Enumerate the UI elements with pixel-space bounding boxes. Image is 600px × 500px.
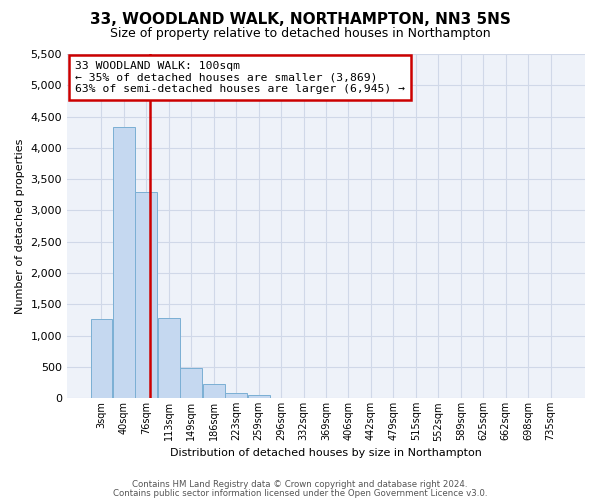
Bar [136,192,157,398]
Y-axis label: Number of detached properties: Number of detached properties [15,138,25,314]
Bar [181,368,202,398]
Text: Contains HM Land Registry data © Crown copyright and database right 2024.: Contains HM Land Registry data © Crown c… [132,480,468,489]
Text: Size of property relative to detached houses in Northampton: Size of property relative to detached ho… [110,28,490,40]
Bar [113,127,135,398]
Bar [226,394,247,398]
Text: 33, WOODLAND WALK, NORTHAMPTON, NN3 5NS: 33, WOODLAND WALK, NORTHAMPTON, NN3 5NS [89,12,511,28]
Bar [203,384,224,398]
Bar [158,318,180,398]
Text: 33 WOODLAND WALK: 100sqm
← 35% of detached houses are smaller (3,869)
63% of sem: 33 WOODLAND WALK: 100sqm ← 35% of detach… [75,61,405,94]
Bar [91,319,112,398]
Text: Contains public sector information licensed under the Open Government Licence v3: Contains public sector information licen… [113,489,487,498]
Bar [248,395,269,398]
X-axis label: Distribution of detached houses by size in Northampton: Distribution of detached houses by size … [170,448,482,458]
